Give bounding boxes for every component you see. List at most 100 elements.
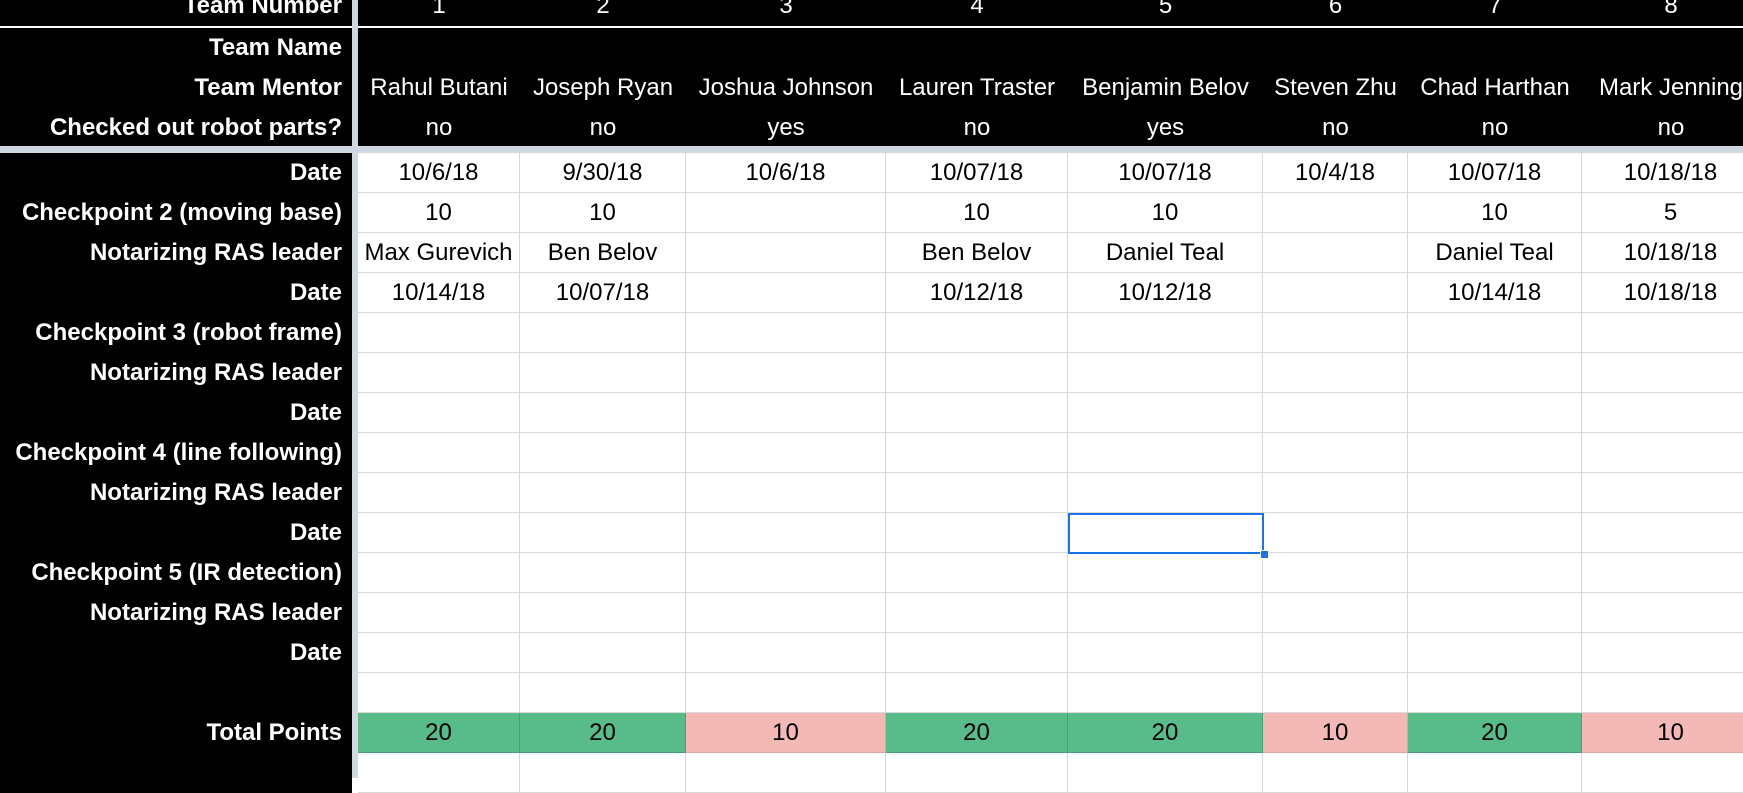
- table-cell[interactable]: [686, 353, 886, 393]
- table-cell[interactable]: [686, 673, 886, 713]
- table-cell[interactable]: [1263, 673, 1408, 713]
- header-cell[interactable]: [358, 28, 520, 68]
- header-cell[interactable]: Steven Zhu: [1263, 68, 1408, 108]
- table-cell[interactable]: [1408, 313, 1582, 353]
- table-cell[interactable]: [1582, 353, 1743, 393]
- header-cell[interactable]: Joshua Johnson: [686, 68, 886, 108]
- header-cell[interactable]: [1263, 28, 1408, 68]
- table-cell[interactable]: [520, 313, 686, 353]
- fill-handle[interactable]: [1260, 550, 1269, 559]
- table-cell[interactable]: [520, 473, 686, 513]
- table-cell[interactable]: [358, 673, 520, 713]
- header-cell[interactable]: Benjamin Belov: [1068, 68, 1263, 108]
- table-cell[interactable]: [886, 473, 1068, 513]
- table-cell[interactable]: [358, 433, 520, 473]
- table-cell[interactable]: [358, 353, 520, 393]
- table-cell[interactable]: [1263, 473, 1408, 513]
- table-cell[interactable]: [1263, 513, 1408, 553]
- table-cell[interactable]: [686, 513, 886, 553]
- table-cell[interactable]: [1068, 513, 1263, 553]
- table-cell[interactable]: [1408, 513, 1582, 553]
- header-cell[interactable]: no: [358, 108, 520, 148]
- table-cell[interactable]: [686, 553, 886, 593]
- table-cell[interactable]: 10/07/18: [1408, 153, 1582, 193]
- header-cell[interactable]: 3: [686, 0, 886, 26]
- table-cell[interactable]: [1068, 593, 1263, 633]
- table-cell[interactable]: [1582, 553, 1743, 593]
- table-cell[interactable]: [358, 753, 520, 793]
- table-cell[interactable]: 10/14/18: [1408, 273, 1582, 313]
- total-points-cell[interactable]: 20: [358, 713, 520, 753]
- table-cell[interactable]: [520, 553, 686, 593]
- table-cell[interactable]: [1263, 193, 1408, 233]
- header-cell[interactable]: no: [1408, 108, 1582, 148]
- table-cell[interactable]: [1582, 593, 1743, 633]
- table-cell[interactable]: [520, 513, 686, 553]
- table-cell[interactable]: Max Gurevich: [358, 233, 520, 273]
- table-cell[interactable]: 10/07/18: [1068, 153, 1263, 193]
- table-cell[interactable]: [520, 633, 686, 673]
- table-cell[interactable]: [686, 273, 886, 313]
- table-cell[interactable]: [686, 433, 886, 473]
- table-cell[interactable]: [1408, 473, 1582, 513]
- total-points-cell[interactable]: 20: [1068, 713, 1263, 753]
- header-cell[interactable]: no: [1582, 108, 1743, 148]
- table-cell[interactable]: [886, 633, 1068, 673]
- table-cell[interactable]: 10/6/18: [686, 153, 886, 193]
- table-cell[interactable]: [686, 393, 886, 433]
- table-cell[interactable]: [686, 473, 886, 513]
- table-cell[interactable]: 10/6/18: [358, 153, 520, 193]
- table-cell[interactable]: 10/18/18: [1582, 233, 1743, 273]
- table-cell[interactable]: [1068, 433, 1263, 473]
- table-cell[interactable]: [520, 353, 686, 393]
- table-cell[interactable]: 10/12/18: [1068, 273, 1263, 313]
- table-cell[interactable]: 5: [1582, 193, 1743, 233]
- header-cell[interactable]: [1068, 28, 1263, 68]
- table-cell[interactable]: 10/07/18: [886, 153, 1068, 193]
- table-cell[interactable]: [686, 313, 886, 353]
- total-points-cell[interactable]: 10: [1582, 713, 1743, 753]
- table-cell[interactable]: [1582, 433, 1743, 473]
- table-cell[interactable]: [1068, 313, 1263, 353]
- header-cell[interactable]: Chad Harthan: [1408, 68, 1582, 108]
- table-cell[interactable]: [1068, 633, 1263, 673]
- table-cell[interactable]: [1263, 633, 1408, 673]
- table-cell[interactable]: [886, 753, 1068, 793]
- selected-cell-outline[interactable]: [1068, 513, 1264, 554]
- table-cell[interactable]: [358, 513, 520, 553]
- table-cell[interactable]: 10/12/18: [886, 273, 1068, 313]
- table-cell[interactable]: [1068, 393, 1263, 433]
- table-cell[interactable]: [886, 513, 1068, 553]
- table-cell[interactable]: [1263, 393, 1408, 433]
- table-cell[interactable]: 10/07/18: [520, 273, 686, 313]
- table-cell[interactable]: [1263, 353, 1408, 393]
- total-points-cell[interactable]: 10: [1263, 713, 1408, 753]
- table-cell[interactable]: [1582, 673, 1743, 713]
- table-cell[interactable]: [886, 433, 1068, 473]
- header-cell[interactable]: Rahul Butani: [358, 68, 520, 108]
- table-cell[interactable]: Ben Belov: [520, 233, 686, 273]
- table-cell[interactable]: 10/18/18: [1582, 273, 1743, 313]
- table-cell[interactable]: [686, 753, 886, 793]
- table-cell[interactable]: [1408, 433, 1582, 473]
- table-cell[interactable]: [886, 593, 1068, 633]
- table-cell[interactable]: [686, 193, 886, 233]
- total-points-cell[interactable]: 20: [520, 713, 686, 753]
- header-cell[interactable]: [686, 28, 886, 68]
- header-cell[interactable]: [1408, 28, 1582, 68]
- header-cell[interactable]: no: [886, 108, 1068, 148]
- header-cell[interactable]: [520, 28, 686, 68]
- table-cell[interactable]: [520, 593, 686, 633]
- table-cell[interactable]: [686, 233, 886, 273]
- table-cell[interactable]: 10: [520, 193, 686, 233]
- table-cell[interactable]: [358, 593, 520, 633]
- table-cell[interactable]: [520, 753, 686, 793]
- table-cell[interactable]: [1068, 473, 1263, 513]
- header-cell[interactable]: Lauren Traster: [886, 68, 1068, 108]
- table-cell[interactable]: 10/4/18: [1263, 153, 1408, 193]
- table-cell[interactable]: [1263, 553, 1408, 593]
- table-cell[interactable]: 10: [358, 193, 520, 233]
- header-cell[interactable]: Joseph Ryan: [520, 68, 686, 108]
- header-cell[interactable]: 5: [1068, 0, 1263, 26]
- table-cell[interactable]: Daniel Teal: [1408, 233, 1582, 273]
